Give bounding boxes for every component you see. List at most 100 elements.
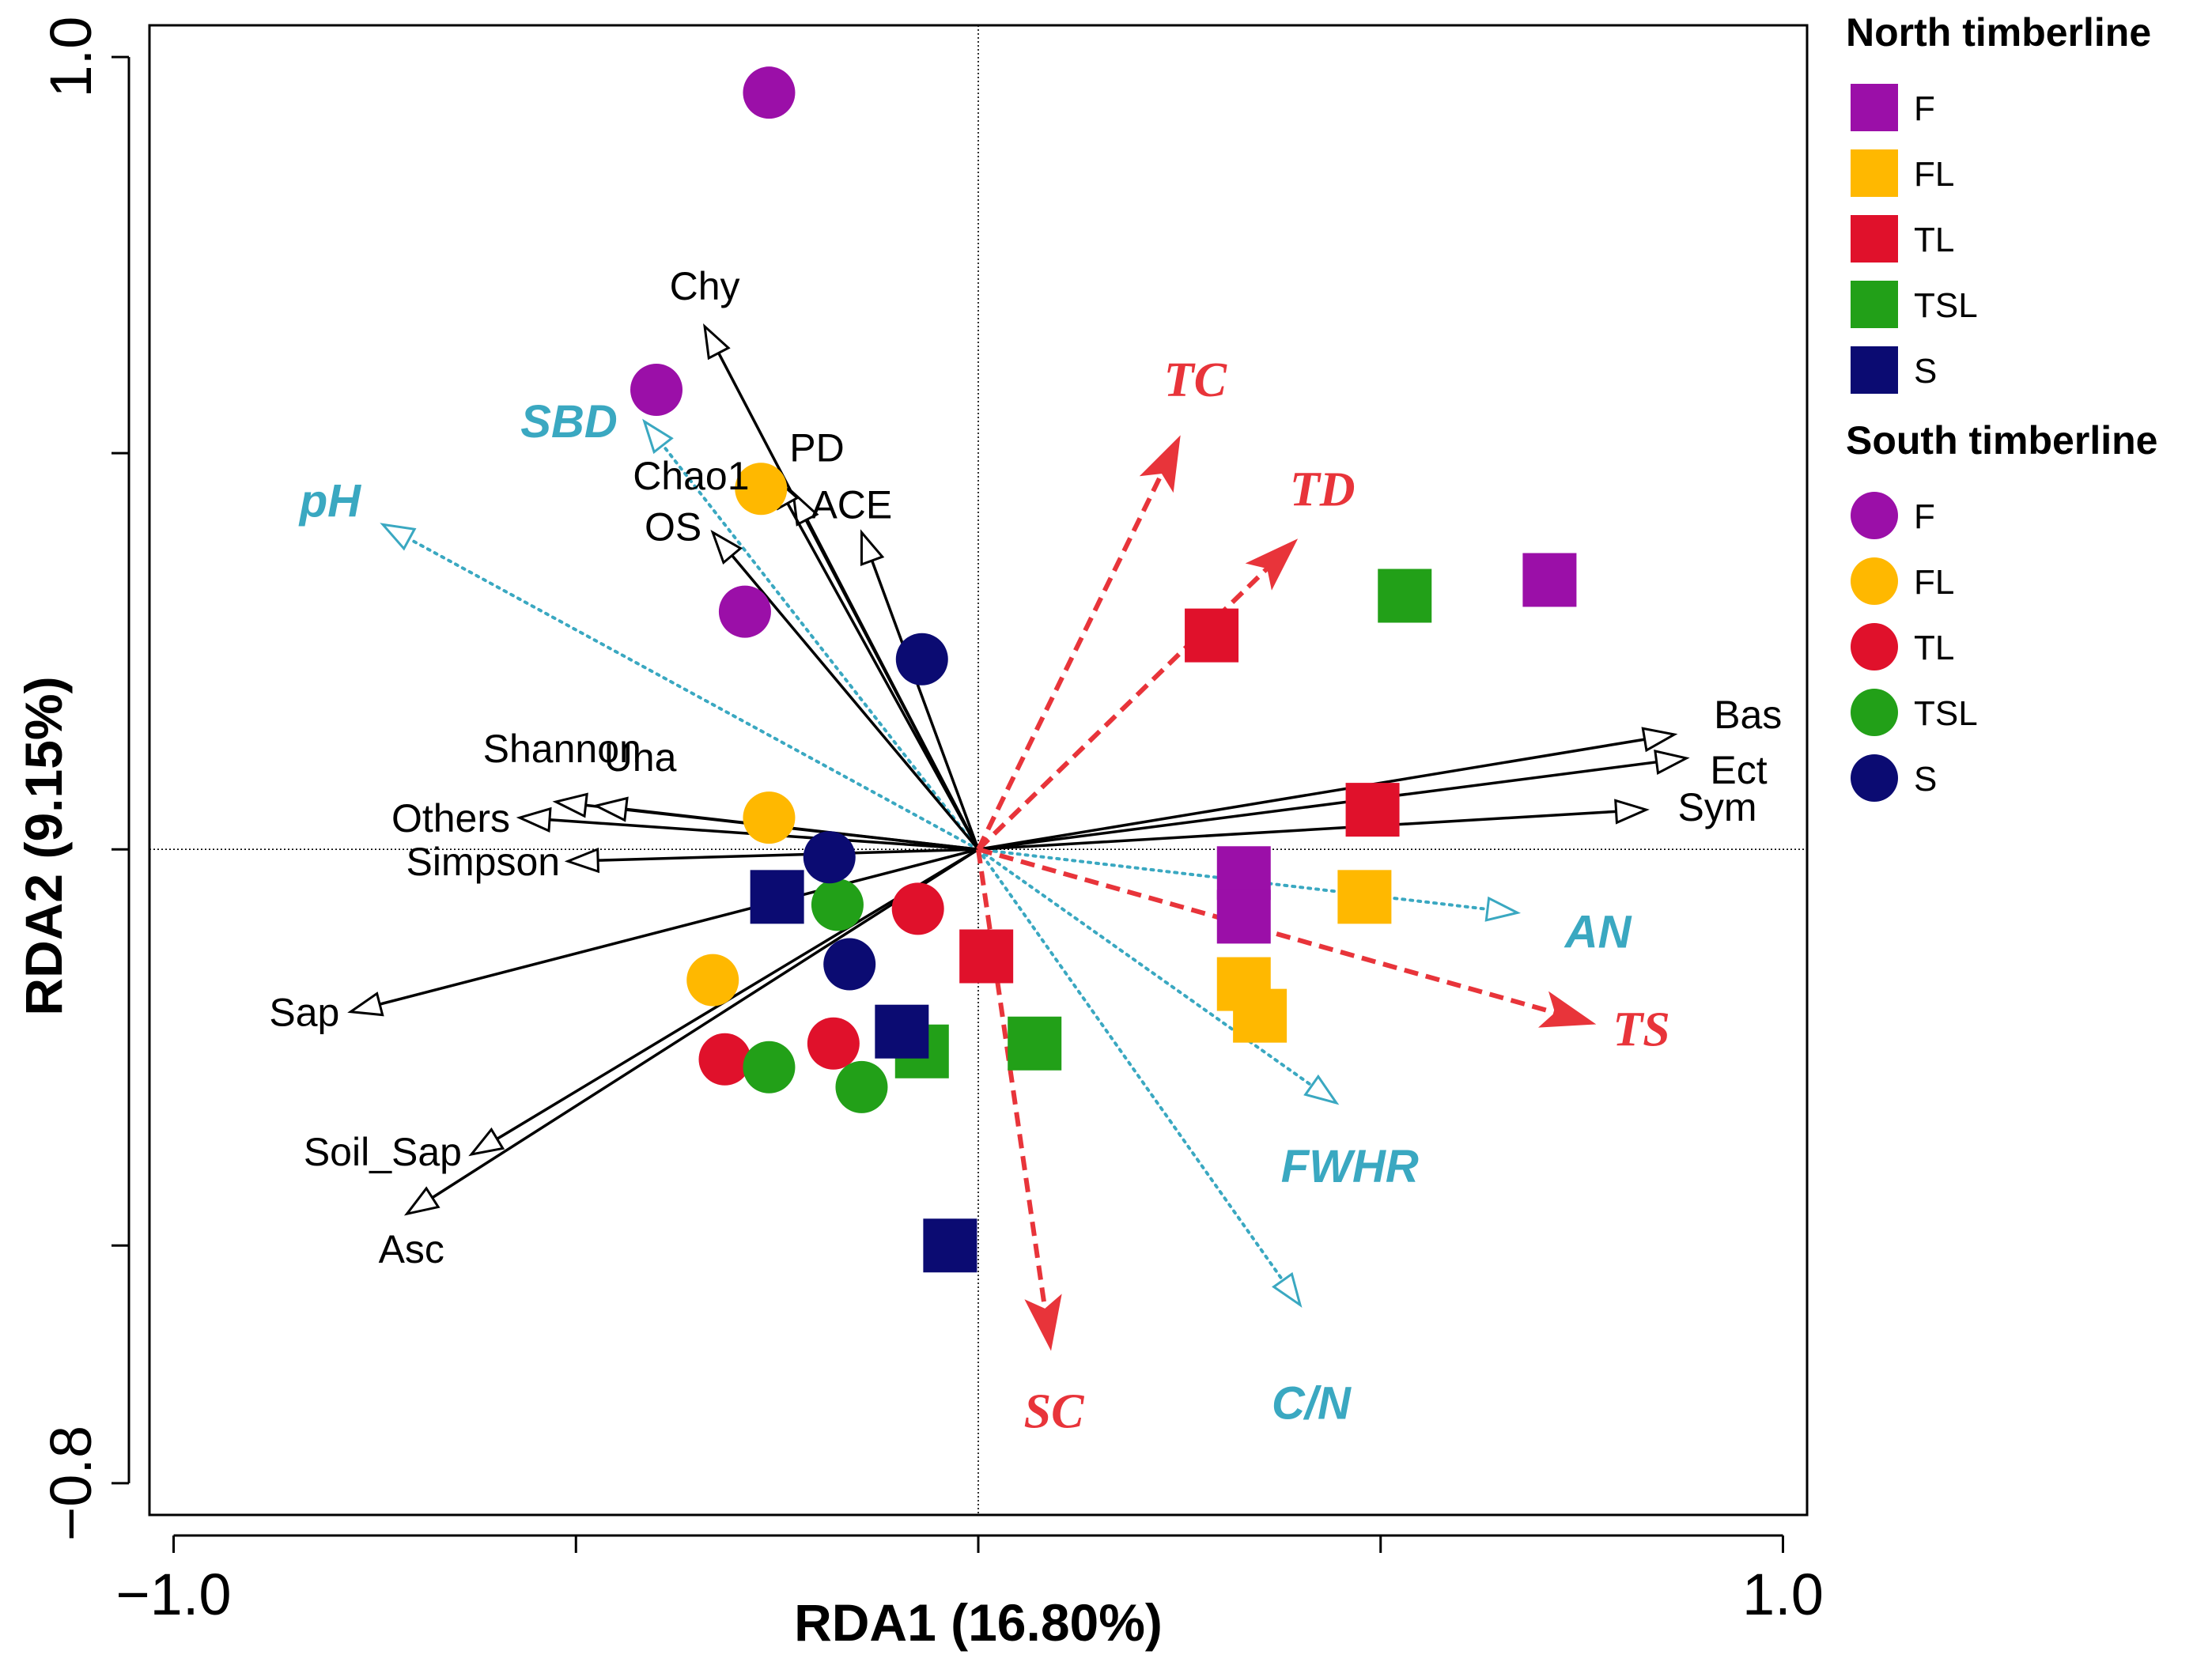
legend-north-timberline-s-label: S	[1914, 352, 1937, 391]
species-vector-bas-arrowhead	[1641, 727, 1678, 753]
species-vector-shannon-label: Shannon	[483, 727, 641, 771]
species-vector-asc-label: Asc	[379, 1227, 444, 1271]
legend-title: South timberline	[1846, 418, 2157, 463]
soil-vector-fwhr	[977, 848, 1340, 1105]
south-tsl-point	[743, 1041, 796, 1094]
legend-north-timberline-s-swatch	[1851, 346, 1898, 394]
legend-north-timberline-tsl-label: TSL	[1914, 286, 1978, 325]
south-s-point	[823, 938, 876, 991]
soil-vector-sbd-line	[661, 444, 980, 852]
species-vector-bas-line	[977, 738, 1645, 851]
species-vector-os	[710, 530, 980, 851]
legend: North timberline F FL TL TSL S South timberlin…	[1846, 10, 2157, 802]
plant-vector-sc-arrowhead	[1024, 1294, 1062, 1351]
plant-vector-ts-arrowhead	[1537, 991, 1597, 1028]
soil-vector-ph-line	[407, 537, 980, 852]
legend-north-timberline-f-swatch	[1851, 84, 1898, 131]
legend-south-timberline-f-swatch	[1851, 492, 1898, 539]
species-vector-simpson-arrowhead	[564, 847, 600, 874]
y-tick-label: −0.8	[38, 1426, 104, 1541]
south-tsl-point	[811, 878, 864, 931]
legend-south-timberline-tsl-swatch	[1851, 689, 1898, 736]
north-s-point	[750, 870, 804, 924]
species-vector-una	[592, 796, 979, 851]
species-vector-sym-label: Sym	[1678, 785, 1757, 829]
legend-south-timberline-s-swatch	[1851, 754, 1898, 802]
north-s-point	[875, 1004, 929, 1059]
soil-vector-sbd-label: SBD	[520, 396, 617, 448]
south-fl-point	[735, 463, 788, 516]
north-fl-point	[1233, 988, 1287, 1043]
legend-group-north-timberline: North timberline F FL TL TSL S	[1846, 10, 2151, 394]
legend-title: North timberline	[1846, 10, 2151, 55]
soil-vector-ph-arrowhead	[380, 523, 417, 551]
legend-north-timberline-tsl-swatch	[1851, 281, 1898, 328]
legend-north-timberline-fl-swatch	[1851, 149, 1898, 197]
plant-vector-td-label: TD	[1290, 463, 1356, 516]
legend-south-timberline-tsl-label: TSL	[1914, 694, 1978, 733]
plant-vector-tc-line	[976, 471, 1165, 851]
north-tsl-point	[1378, 568, 1432, 623]
species-vector-ace-arrowhead	[860, 529, 885, 567]
soil-vector-fwhr-line	[977, 848, 1314, 1087]
species-vector-bas	[977, 727, 1678, 851]
plant-vector-tc	[976, 435, 1181, 851]
legend-north-timberline-tl-swatch	[1851, 215, 1898, 263]
species-vector-sap-arrowhead	[347, 992, 384, 1017]
north-s-point	[923, 1218, 977, 1273]
soil-vector-ph	[380, 523, 980, 852]
soil-vector-fwhr-arrowhead	[1303, 1074, 1340, 1105]
species-vector-ace-label: ACE	[811, 482, 892, 527]
north-tl-point	[1185, 608, 1239, 663]
species-vector-bas-label: Bas	[1714, 693, 1782, 737]
x-tick-label: 1.0	[1742, 1562, 1824, 1627]
soil-vector-an-label: AN	[1564, 906, 1632, 958]
south-f-point	[630, 363, 683, 416]
north-tl-point	[959, 929, 1014, 984]
axes: −1.0 1.0 1.0 −0.8	[38, 17, 1824, 1627]
north-tsl-point	[1008, 1016, 1062, 1071]
species-vector-asc-line	[431, 848, 979, 1199]
legend-north-timberline-fl-label: FL	[1914, 155, 1954, 194]
species-vector-sap-line	[379, 848, 979, 1006]
legend-south-timberline-tl-swatch	[1851, 623, 1898, 670]
species-vector-simpson-label: Simpson	[406, 840, 561, 884]
legend-north-timberline-tl-label: TL	[1914, 221, 1954, 259]
south-fl-point	[686, 954, 739, 1007]
species-vector-pd-label: PD	[789, 425, 844, 470]
south-s-point	[895, 633, 948, 686]
south-tl-point	[891, 882, 944, 935]
plant-vector-sc-line	[976, 848, 1048, 1310]
south-tl-point	[698, 1033, 751, 1086]
north-f-point	[1216, 890, 1271, 944]
species-vector-sym-arrowhead	[1614, 799, 1650, 825]
plant-vector-sc-label: SC	[1024, 1385, 1084, 1439]
soil-vector-fwhr-label: FWHR	[1281, 1141, 1419, 1192]
south-fl-point	[743, 791, 796, 844]
species-vector-simpson	[564, 847, 979, 874]
soil-vector-sbd	[642, 418, 980, 852]
legend-south-timberline-fl-swatch	[1851, 557, 1898, 605]
plant-vector-tc-arrowhead	[1139, 435, 1181, 493]
species-vector-una-line	[626, 807, 979, 851]
legend-south-timberline-f-label: F	[1914, 497, 1935, 536]
x-axis-title: RDA1 (16.80%)	[794, 1593, 1163, 1652]
south-tl-point	[807, 1017, 860, 1070]
soil-vector-an-arrowhead	[1484, 896, 1522, 922]
sample-points	[630, 66, 1577, 1273]
species-vector-chao1-label: Chao1	[633, 454, 749, 498]
legend-south-timberline-s-label: S	[1914, 760, 1937, 799]
species-vector-os-line	[731, 554, 980, 851]
legend-south-timberline-fl-label: FL	[1914, 563, 1954, 602]
south-f-point	[718, 585, 771, 638]
species-vector-soil-sap-arrowhead	[468, 1127, 505, 1157]
species-vector-ect	[977, 749, 1690, 851]
species-vector-ect-arrowhead	[1654, 749, 1690, 776]
x-tick-label: −1.0	[115, 1562, 231, 1627]
legend-south-timberline-tl-label: TL	[1914, 629, 1954, 667]
species-vector-soil-sap-label: Soil_Sap	[304, 1130, 462, 1174]
species-vector-shannon-arrowhead	[552, 792, 588, 818]
species-vector-ect-line	[977, 761, 1657, 851]
species-vector-una-label: Una	[604, 735, 677, 780]
